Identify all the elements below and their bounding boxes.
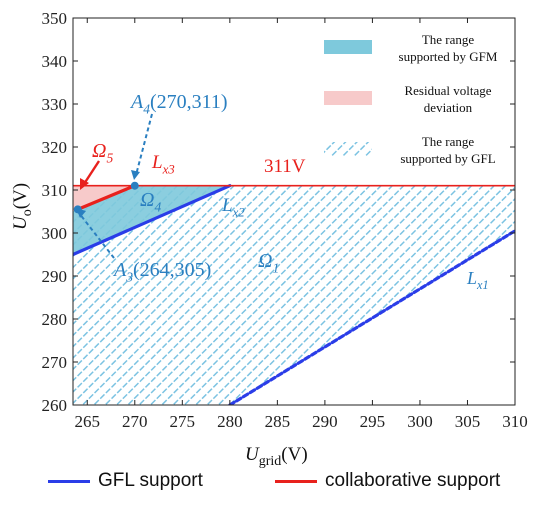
- legend-residual-text: deviation: [424, 100, 473, 115]
- legend-gfl-swatch: [324, 142, 372, 156]
- x-tick-label: 295: [360, 412, 386, 431]
- label-lx3: Lx3: [151, 152, 175, 176]
- x-tick-label: 275: [170, 412, 196, 431]
- y-axis-label: Uo(V): [10, 183, 35, 230]
- label-omega5: Ω5: [92, 140, 113, 166]
- legend-residual-text: Residual voltage: [404, 83, 491, 98]
- legend-gfm-swatch: [324, 40, 372, 54]
- bottom-legend: GFL support collaborative support: [0, 466, 550, 502]
- a3-arrow-head: [76, 208, 86, 218]
- x-tick-label: 290: [312, 412, 338, 431]
- label-point-a4: A4(270,311): [129, 91, 228, 117]
- y-tick-label: 320: [42, 138, 68, 157]
- line-lx1: [228, 229, 515, 405]
- x-tick-label: 270: [122, 412, 148, 431]
- a4-arrow-head: [131, 170, 140, 180]
- x-tick-label: 280: [217, 412, 243, 431]
- a4-arrow-shaft: [135, 113, 153, 176]
- point-a4: [130, 181, 139, 190]
- x-tick-label: 310: [502, 412, 528, 431]
- x-tick-label: 300: [407, 412, 433, 431]
- y-tick-label: 290: [42, 267, 68, 286]
- x-axis-label: Ugrid(V): [245, 444, 308, 469]
- line-lx3: [76, 184, 137, 211]
- legend-gfl-support-swatch: [48, 479, 90, 483]
- legend-collaborative-support-swatch: [275, 479, 317, 483]
- y-tick-label: 280: [42, 310, 68, 329]
- x-tick-label: 305: [455, 412, 481, 431]
- region-gfl-hatched: [73, 185, 515, 405]
- label-omega1: Ω1: [258, 250, 279, 276]
- y-tick-label: 270: [42, 353, 68, 372]
- plot-frame: [72, 17, 516, 406]
- omega5-arrow-head: [80, 178, 89, 190]
- legend-gfl-text: supported by GFL: [400, 151, 495, 166]
- y-tick-label: 330: [42, 95, 68, 114]
- x-tick-label: 285: [265, 412, 291, 431]
- chart-canvas: 265 270 275 280 285 290 295 300 305 310 260 270 280 2…: [10, 9, 528, 469]
- y-tick-label: 340: [42, 52, 68, 71]
- line-lx2: [73, 184, 232, 257]
- label-lx2: Lx2: [221, 195, 245, 219]
- legend-gfl-text: The range: [422, 134, 475, 149]
- x-tick-label: 265: [75, 412, 101, 431]
- a3-arrow-shaft: [78, 212, 115, 259]
- ref-311v-label: 311V: [264, 156, 306, 177]
- legend-gfm-text: supported by GFM: [399, 49, 498, 64]
- label-lx1: Lx1: [466, 268, 489, 292]
- y-tick-label: 310: [42, 181, 68, 200]
- label-omega4: Ω4: [140, 189, 161, 215]
- omega5-arrow-shaft: [82, 160, 101, 185]
- legend-gfl-support-label: GFL support: [98, 470, 203, 491]
- legend-residual-swatch: [324, 91, 372, 105]
- y-tick-label: 300: [42, 224, 68, 243]
- label-point-a3: A3(264,305): [112, 259, 211, 285]
- legend-collaborative-support: collaborative support: [275, 470, 500, 492]
- y-tick-label: 350: [42, 9, 68, 28]
- legend-collaborative-support-label: collaborative support: [325, 470, 501, 491]
- legend-gfm-text: The range: [422, 32, 475, 47]
- y-tick-label: 260: [42, 396, 68, 415]
- legend-gfl-support: GFL support: [48, 470, 203, 492]
